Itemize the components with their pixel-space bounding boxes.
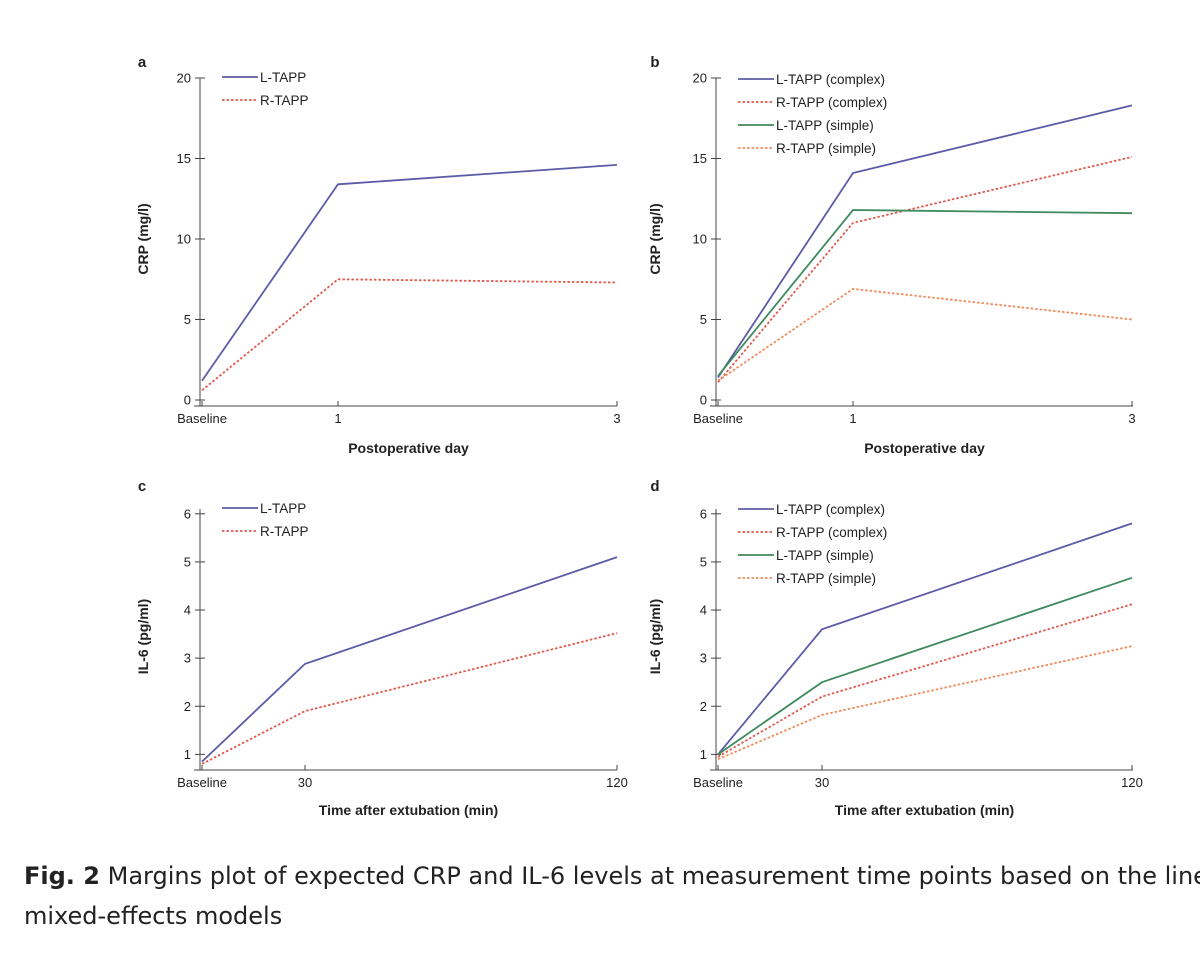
figure-caption: Fig. 2 Margins plot of expected CRP and …: [24, 856, 1200, 936]
y-tick-label: 15: [693, 151, 707, 166]
series-line-r-tapp-simple: [717, 645, 1133, 761]
y-axis-title: IL-6 (pg/ml): [135, 599, 151, 674]
x-tick-label: Baseline: [177, 775, 227, 790]
x-tick-label: Baseline: [177, 411, 227, 426]
legend: L-TAPP (complex) R-TAPP (complex) L-TAPP (…: [738, 72, 887, 156]
panel-letter-a: a: [138, 54, 147, 71]
y-tick-label: 3: [700, 651, 707, 666]
y-tick-label: 0: [700, 393, 707, 408]
panel-c: c 1 2 3 4 5 6 Baseline 30 120 Time after extubatio…: [135, 478, 628, 818]
legend: L-TAPP (complex) R-TAPP (complex) L-TAPP (…: [738, 502, 887, 586]
y-tick-label: 5: [184, 312, 191, 327]
legend-label: L-TAPP (simple): [776, 548, 874, 563]
x-tick-label: 1: [849, 411, 856, 426]
x-tick-label: 30: [815, 775, 829, 790]
x-tick-label: 30: [298, 775, 312, 790]
y-tick-label: 10: [177, 232, 191, 247]
series-line-l-tapp-simple: [717, 576, 1133, 756]
y-tick-label: 10: [693, 232, 707, 247]
y-tick-label: 15: [177, 151, 191, 166]
y-tick-label: 6: [184, 506, 191, 521]
y-tick-label: 2: [700, 699, 707, 714]
y-axis-title: IL-6 (pg/ml): [647, 599, 663, 674]
y-tick-label: 0: [184, 393, 191, 408]
legend-label: L-TAPP (simple): [776, 118, 874, 133]
y-axis-title: CRP (mg/l): [135, 203, 151, 274]
y-tick-label: 5: [700, 554, 707, 569]
panel-letter-c: c: [138, 478, 146, 495]
panel-letter-d: d: [650, 478, 659, 495]
legend: L-TAPP R-TAPP: [222, 501, 309, 539]
legend-label: L-TAPP: [260, 501, 306, 516]
x-tick-label: 3: [613, 411, 620, 426]
y-tick-label: 2: [184, 699, 191, 714]
x-axis-title: Time after extubation (min): [835, 802, 1014, 818]
x-axis-title: Postoperative day: [348, 440, 469, 456]
series-line-r-tapp-simple: [717, 287, 1133, 382]
legend-label: R-TAPP (simple): [776, 141, 876, 156]
x-tick-label: Baseline: [693, 775, 743, 790]
y-tick-label: 1: [184, 747, 191, 762]
series-line-l-tapp-complex: [717, 104, 1133, 378]
panel-letter-b: b: [650, 54, 659, 71]
y-tick-label: 4: [184, 603, 191, 618]
series-line-l-tapp: [201, 556, 618, 763]
y-tick-label: 6: [700, 506, 707, 521]
series-line-l-tapp-complex: [717, 522, 1133, 755]
panel-d: d 1 2 3 4 5 6 Baseline 30 120 Time after extubatio…: [647, 478, 1143, 818]
x-tick-label: 3: [1128, 411, 1135, 426]
x-tick-label: 120: [1121, 775, 1143, 790]
x-tick-label: 120: [606, 775, 628, 790]
y-tick-label: 5: [184, 554, 191, 569]
legend-label: L-TAPP: [260, 70, 306, 85]
panel-b: b 0 5 10 15 20 Baseline 1 3 Postoperative day CRP …: [647, 54, 1136, 456]
legend-label: R-TAPP: [260, 524, 309, 539]
caption-text: Margins plot of expected CRP and IL-6 le…: [24, 862, 1200, 930]
panel-a: a 0 5 10 15 20 Baseline 1 3 Postoperative day CRP …: [135, 54, 621, 456]
legend-label: R-TAPP (complex): [776, 95, 887, 110]
caption-label: Fig. 2: [24, 862, 100, 890]
y-axis-title: CRP (mg/l): [647, 203, 663, 274]
legend-label: R-TAPP (simple): [776, 571, 876, 586]
legend: L-TAPP R-TAPP: [222, 70, 309, 108]
legend-label: R-TAPP (complex): [776, 525, 887, 540]
x-tick-label: Baseline: [693, 411, 743, 426]
y-tick-label: 4: [700, 603, 707, 618]
legend-label: R-TAPP: [260, 93, 309, 108]
y-tick-label: 1: [700, 747, 707, 762]
series-line-r-tapp: [201, 632, 618, 765]
legend-label: L-TAPP (complex): [776, 502, 885, 517]
series-line-r-tapp-complex: [717, 156, 1133, 383]
y-tick-label: 20: [177, 71, 191, 86]
x-tick-label: 1: [334, 411, 341, 426]
y-tick-label: 5: [700, 312, 707, 327]
legend-label: L-TAPP (complex): [776, 72, 885, 87]
y-tick-label: 3: [184, 651, 191, 666]
x-axis-title: Postoperative day: [864, 440, 985, 456]
x-axis-title: Time after extubation (min): [319, 802, 498, 818]
series-line-l-tapp-simple: [717, 209, 1133, 377]
y-tick-label: 20: [693, 71, 707, 86]
series-line-r-tapp: [201, 278, 618, 391]
series-line-l-tapp: [201, 164, 618, 382]
